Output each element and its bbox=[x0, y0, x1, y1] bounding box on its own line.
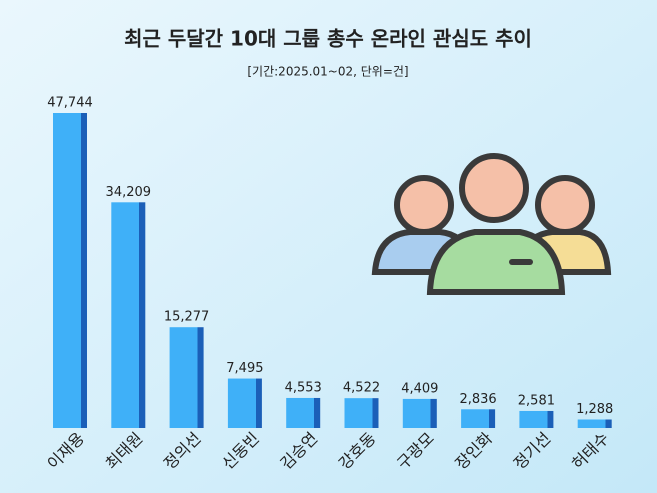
value-label: 34,209 bbox=[106, 185, 152, 200]
value-label: 4,553 bbox=[285, 380, 322, 395]
value-label: 7,495 bbox=[226, 361, 263, 376]
bar bbox=[53, 113, 87, 428]
value-label: 47,744 bbox=[47, 96, 93, 111]
people-icon bbox=[371, 153, 612, 295]
bar bbox=[227, 378, 262, 428]
value-label: 4,409 bbox=[401, 381, 438, 396]
value-label: 4,522 bbox=[343, 381, 380, 396]
bar bbox=[286, 397, 321, 428]
value-label: 15,277 bbox=[164, 310, 210, 325]
bar bbox=[169, 327, 204, 428]
value-label: 2,581 bbox=[518, 393, 555, 408]
value-label: 1,288 bbox=[576, 402, 613, 417]
bar bbox=[461, 409, 496, 428]
chart-title: 최근 두달간 10대 그룹 총수 온라인 관심도 추이 bbox=[124, 27, 532, 51]
bar bbox=[402, 398, 437, 428]
value-label: 2,836 bbox=[459, 392, 496, 407]
bar bbox=[344, 398, 379, 428]
chart-subtitle: [기간:2025.01~02, 단위=건] bbox=[247, 65, 408, 79]
bar bbox=[111, 202, 146, 428]
bar bbox=[577, 419, 612, 428]
bar bbox=[519, 410, 554, 428]
